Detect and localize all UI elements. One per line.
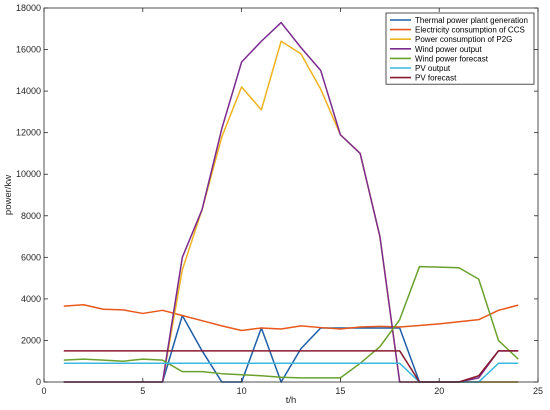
y-tick-label: 16000 [16, 45, 41, 55]
series-line-5 [63, 265, 519, 379]
y-tick-label: 8000 [21, 211, 41, 221]
x-tick-label: 25 [533, 386, 543, 396]
legend-label: PV forecast [415, 74, 457, 83]
y-tick-label: 14000 [16, 86, 41, 96]
axes-layer [43, 7, 539, 383]
legend: Thermal power plant generationElectricit… [385, 12, 535, 85]
y-axis-title: power/kw [3, 175, 14, 215]
y-tick-label: 2000 [21, 335, 41, 345]
legend-label: Thermal power plant generation [415, 16, 528, 25]
legend-label: Power consumption of P2G [415, 35, 512, 44]
y-tick-label: 10000 [16, 169, 41, 179]
x-tick-label: 20 [434, 386, 444, 396]
y-tick-label: 6000 [21, 252, 41, 262]
x-axis-title: t/h [286, 395, 297, 406]
ticks-layer: 0 5 10 15 20 25 0 2000 4000 6000 8000 10000 12000 140… [16, 3, 543, 396]
series-line-2 [63, 303, 519, 332]
x-tick-label: 10 [237, 386, 247, 396]
legend-label: Wind power forecast [415, 54, 489, 63]
y-tick-label: 0 [36, 377, 41, 387]
legend-label: Electricity consumption of CCS [415, 26, 525, 35]
x-tick-label: 0 [41, 386, 46, 396]
x-tick-label: 15 [335, 386, 345, 396]
x-tick-label: 5 [140, 386, 145, 396]
y-tick-label: 4000 [21, 294, 41, 304]
legend-label: Wind power output [415, 45, 482, 54]
legend-label: PV output [415, 64, 451, 73]
axes-box [43, 7, 539, 383]
y-tick-label: 12000 [16, 128, 41, 138]
y-tick-label: 18000 [16, 3, 41, 13]
